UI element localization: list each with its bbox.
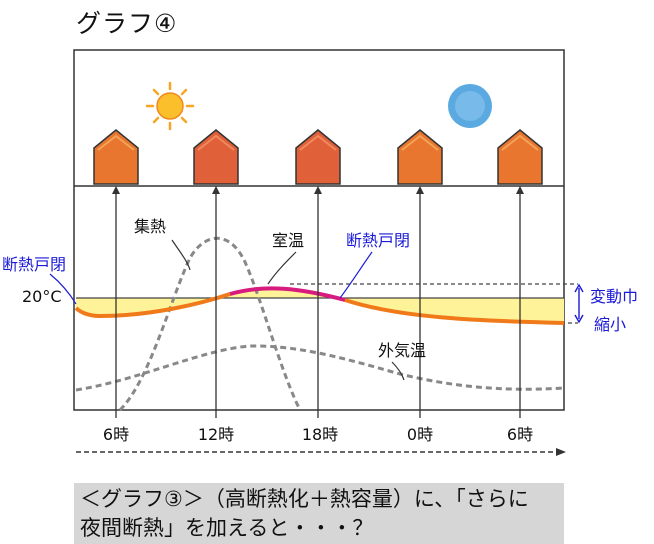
house-icon [397,129,443,185]
label-outside-temp: 外気温 [378,341,426,360]
house-icon [497,129,543,185]
caption-box: ＜グラフ③＞（高断熱化＋熱容量）に、「さらに 夜間断熱」を加えると・・・？ [74,483,564,544]
label-variation-2: 縮小 [594,315,626,334]
label-20c: 20°C [22,287,62,306]
tick-label: 12時 [198,425,234,444]
arrow-head [516,186,524,194]
collect-heat-pointer [171,239,191,271]
room-temp-curve [74,292,231,319]
outside-temp-pointer [391,361,405,381]
house-icon [93,129,139,185]
house-icon [295,129,341,185]
arrow-head [314,186,322,194]
collect-heat-curve [118,236,302,412]
outside-temp-curve [75,344,565,392]
sun-icon [145,81,195,131]
timeline-arrow-head [556,448,566,456]
label-shutter-close-right: 断熱戸閉 [346,231,410,250]
tick-label: 6時 [507,425,533,444]
shutter-pointer-left [49,273,77,305]
room-temp-curve-night [344,298,565,325]
house-icon [193,129,239,185]
arrow-head [416,186,424,194]
tick-label: 6時 [103,425,129,444]
tick-label: 18時 [302,425,338,444]
label-variation-1: 変動巾 [590,287,638,306]
arrow-head [112,186,120,194]
caption-line-1: ＜グラフ③＞（高断熱化＋熱容量）に、「さらに [80,487,529,511]
variation-band [76,288,564,323]
time-arrows [115,190,521,410]
diagram-frame [73,49,565,411]
room-temp-pointer [267,251,297,285]
graph-title: グラフ④ [76,9,178,38]
caption-line-2: 夜間断熱」を加えると・・・？ [80,516,374,540]
label-room-temp: 室温 [272,231,304,250]
room-temp-curve-heated [229,286,346,302]
label-collect-heat: 集熱 [134,217,166,236]
arrow-head [212,186,220,194]
moon-icon [448,84,492,128]
label-shutter-close-left: 断熱戸閉 [2,255,66,274]
tick-label: 0時 [407,425,433,444]
variation-arrow [574,283,584,324]
shutter-pointer-right [339,251,373,299]
